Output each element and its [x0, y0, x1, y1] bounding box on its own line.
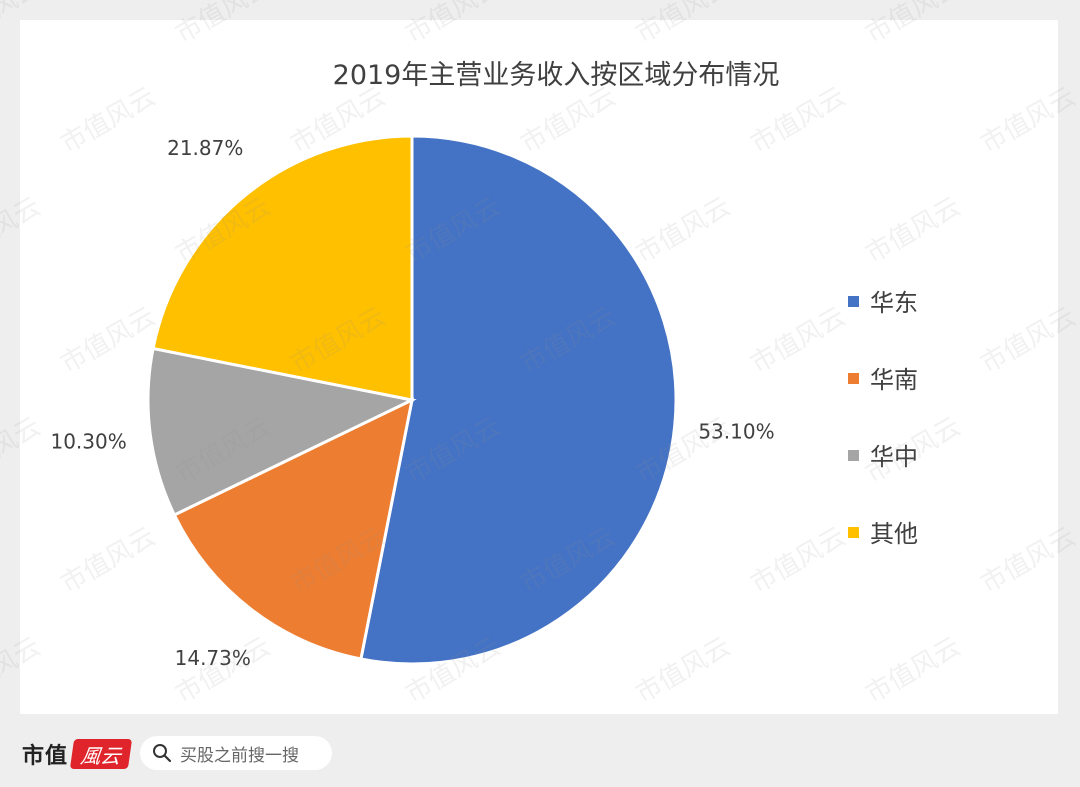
pie-slice-0 — [359, 134, 678, 666]
legend-swatch-3 — [848, 527, 859, 538]
legend-label-1: 华南 — [870, 366, 918, 394]
legend-swatch-1 — [848, 373, 859, 384]
data-label-0: 53.10% — [698, 420, 774, 444]
pie-slice-2 — [146, 346, 417, 517]
brand-seal-icon: 風云 — [69, 739, 133, 769]
pie-slice-3 — [151, 134, 414, 402]
pie-slices — [146, 134, 678, 666]
legend-label-3: 其他 — [870, 520, 918, 548]
search-box[interactable]: 买股之前搜一搜 — [140, 736, 332, 770]
data-label-1: 14.73% — [175, 646, 251, 670]
chart-title: 2019年主营业务收入按区域分布情况 — [333, 60, 780, 91]
data-label-3: 21.87% — [167, 136, 243, 160]
pie-slice-1 — [172, 397, 415, 661]
search-placeholder: 买股之前搜一搜 — [180, 745, 299, 766]
pie-data-labels: 53.10% 14.73% 10.30% 21.87% — [50, 136, 774, 670]
footer-bar: 市值 風云 买股之前搜一搜 — [0, 714, 1080, 787]
legend-swatch-2 — [848, 450, 859, 461]
brand-text: 市值 — [22, 743, 69, 769]
legend-label-0: 华东 — [870, 289, 918, 317]
brand-logo[interactable]: 市值 風云 — [22, 736, 133, 772]
legend-label-2: 华中 — [870, 443, 918, 471]
legend-swatch-0 — [848, 296, 859, 307]
search-icon — [153, 744, 172, 763]
data-label-2: 10.30% — [50, 429, 126, 453]
